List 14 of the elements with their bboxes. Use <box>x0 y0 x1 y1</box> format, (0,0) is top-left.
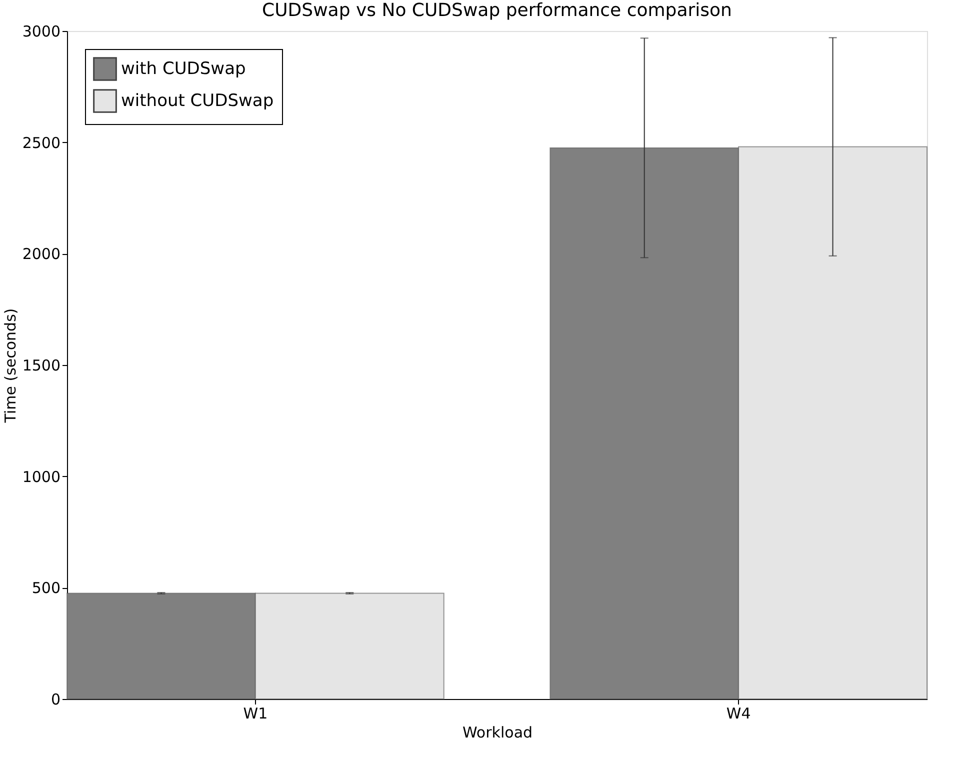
y-tick-label: 1000 <box>22 468 60 486</box>
y-axis-title: Time (seconds) <box>1 308 20 424</box>
y-tick-label: 2500 <box>22 134 60 152</box>
legend-label: with CUDSwap <box>121 59 246 79</box>
x-tick-label: W4 <box>726 704 751 722</box>
x-tick-label: W1 <box>243 704 268 722</box>
y-tick-label: 1500 <box>22 356 60 374</box>
y-tick-label: 2000 <box>22 245 60 264</box>
legend-label: without CUDSwap <box>121 91 274 111</box>
chart-title: CUDSwap vs No CUDSwap performance comparison <box>262 0 732 21</box>
y-tick-label: 0 <box>50 690 60 708</box>
x-axis-title: Workload <box>462 724 533 742</box>
y-tick-label: 3000 <box>22 22 60 40</box>
y-tick-label: 500 <box>32 579 60 598</box>
